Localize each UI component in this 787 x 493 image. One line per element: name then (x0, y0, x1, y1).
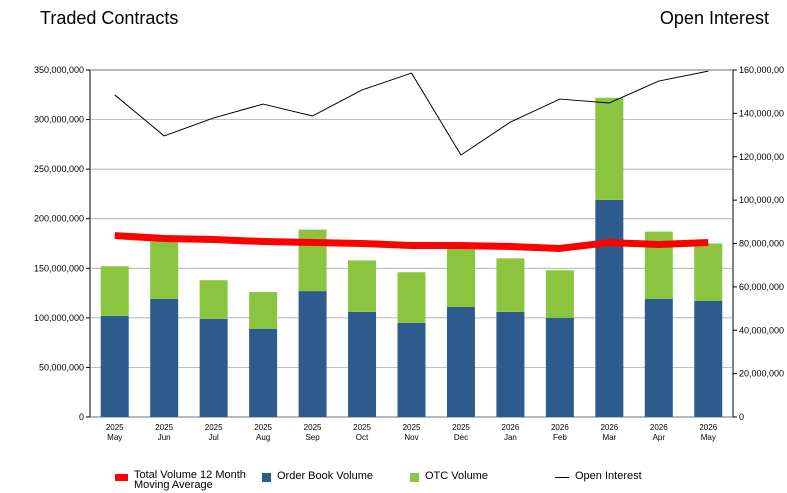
bar (595, 199, 624, 417)
x-tick-label: 2025 (304, 423, 322, 432)
bar (150, 299, 179, 417)
x-tick-label: Apr (653, 433, 666, 442)
y-tick-label: 100,000,000 (34, 313, 84, 323)
x-tick-label: 2025 (353, 423, 371, 432)
bar (545, 270, 574, 318)
x-tick-label: 2025 (205, 423, 223, 432)
bar (397, 322, 426, 417)
x-tick-label: Dec (454, 433, 468, 442)
y2-tick-label: 160,000,00 (739, 65, 784, 75)
x-tick-label: Jan (504, 433, 517, 442)
y2-tick-label: 80,000,000 (739, 239, 784, 249)
y-tick-label: 250,000,000 (34, 164, 84, 174)
x-tick-label: Oct (356, 433, 369, 442)
line (114, 70, 709, 156)
bar (446, 306, 475, 417)
y-tick-label: 200,000,000 (34, 214, 84, 224)
legend-label: OTC Volume (425, 470, 488, 482)
y-tick-label: 50,000,000 (39, 362, 84, 372)
x-tick-label: Jun (158, 433, 171, 442)
legend-swatch (262, 473, 271, 482)
y-tick-label: 350,000,000 (34, 65, 84, 75)
bar (199, 280, 228, 319)
y2-tick-label: 60,000,000 (739, 282, 784, 292)
y2-tick-label: 100,000,00 (739, 195, 784, 205)
y2-tick-label: 120,000,00 (739, 152, 784, 162)
x-tick-label: 2025 (452, 423, 470, 432)
legend-item: OTC Volume (410, 470, 488, 482)
y-tick-label: 300,000,000 (34, 115, 84, 125)
legend-swatch (115, 474, 128, 481)
y-tick-label: 150,000,000 (34, 263, 84, 273)
bar (446, 243, 475, 307)
legend-item: Order Book Volume (262, 470, 373, 482)
x-tick-label: 2026 (600, 423, 618, 432)
left-title: Traded Contracts (40, 8, 179, 28)
chart: 050,000,000100,000,000150,000,000200,000… (34, 65, 784, 442)
bar (199, 318, 228, 417)
bar (397, 272, 426, 323)
y2-tick-label: 20,000,000 (739, 369, 784, 379)
bar (595, 97, 624, 200)
x-tick-label: Aug (256, 433, 270, 442)
bar (348, 311, 377, 417)
x-tick-label: 2026 (699, 423, 717, 432)
x-tick-label: 2026 (650, 423, 668, 432)
bar (249, 328, 278, 417)
y2-tick-label: 40,000,000 (739, 325, 784, 335)
x-tick-label: 2026 (502, 423, 520, 432)
x-tick-label: Sep (305, 433, 320, 442)
bar (249, 292, 278, 329)
x-tick-label: Feb (553, 433, 567, 442)
right-title: Open Interest (659, 8, 769, 28)
line (114, 232, 709, 252)
legend-item: Total Volume 12 Month Moving Average (115, 469, 259, 491)
x-tick-label: 2025 (403, 423, 421, 432)
bar (644, 299, 673, 417)
bar (496, 311, 525, 417)
bar (694, 243, 723, 302)
bar (100, 315, 129, 417)
x-tick-label: May (701, 433, 716, 442)
x-tick-label: 2025 (254, 423, 272, 432)
x-tick-label: May (107, 433, 122, 442)
x-tick-label: 2025 (106, 423, 124, 432)
x-tick-label: 2025 (155, 423, 173, 432)
legend-item: Open Interest (555, 470, 642, 482)
legend-swatch (410, 473, 419, 482)
legend: Total Volume 12 Month Moving Average Orde… (0, 470, 787, 492)
y-tick-label: 0 (79, 412, 84, 422)
x-tick-label: Nov (404, 433, 418, 442)
bar (298, 291, 327, 417)
x-tick-label: Mar (602, 433, 616, 442)
y2-tick-label: 140,000,00 (739, 108, 784, 118)
bar (545, 317, 574, 417)
bar (496, 258, 525, 312)
bar (694, 301, 723, 417)
x-tick-label: Jul (209, 433, 219, 442)
y2-tick-label: 0 (739, 412, 744, 422)
legend-label: Total Volume 12 Month Moving Average (134, 469, 246, 491)
bar (348, 260, 377, 312)
legend-swatch (555, 477, 569, 478)
legend-label: Open Interest (575, 470, 642, 482)
bar (100, 266, 129, 316)
legend-label: Order Book Volume (277, 470, 373, 482)
bar (150, 237, 179, 300)
x-tick-label: 2026 (551, 423, 569, 432)
